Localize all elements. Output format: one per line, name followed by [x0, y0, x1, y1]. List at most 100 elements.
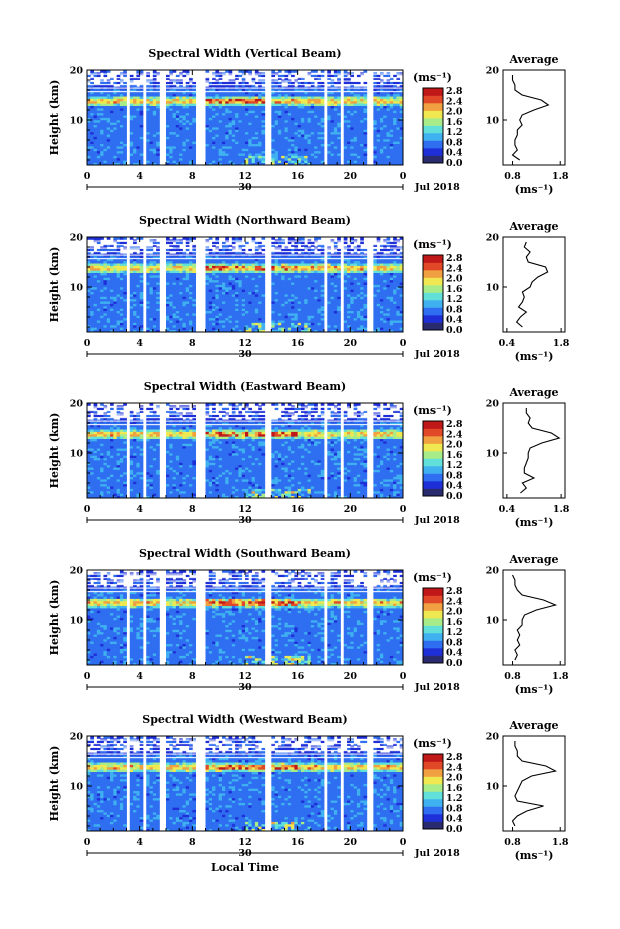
- colorbar-swatch: [423, 436, 443, 444]
- colorbar-unit-label: (ms⁻¹): [413, 404, 452, 417]
- colorbar-unit-label: (ms⁻¹): [413, 238, 452, 251]
- x-tick-label: 20: [344, 671, 358, 682]
- colorbar-swatch: [423, 633, 443, 641]
- average-title: Average: [508, 220, 558, 233]
- date-label: Jul 2018: [414, 349, 460, 360]
- x-tick-label: 12: [238, 837, 251, 848]
- colorbar-swatch: [423, 807, 443, 815]
- panel-4: Spectral Width (Southward Beam)2010Heigh…: [48, 547, 569, 696]
- colorbar-swatch: [423, 141, 443, 149]
- y-axis-label: Height (km): [48, 413, 61, 489]
- y-tick-label: 20: [70, 66, 84, 77]
- panel-2: Spectral Width (Northward Beam) 20 10 Heigh…: [48, 214, 570, 363]
- average-x-tick-label: 0.4: [499, 504, 516, 515]
- x-tick-label: 0: [400, 171, 407, 182]
- colorbar-unit-label: (ms⁻¹): [413, 571, 452, 584]
- average-y-tick-label: 10: [486, 782, 500, 793]
- x-tick-label: 20: [344, 504, 358, 515]
- y-tick-label: 10: [70, 449, 84, 460]
- colorbar-swatch: [423, 96, 443, 104]
- colorbar-swatch: [423, 300, 443, 308]
- colorbar-swatch: [423, 489, 443, 497]
- average-frame: [503, 70, 565, 165]
- colorbar-swatch: [423, 315, 443, 323]
- average-profile-line: [520, 408, 559, 493]
- average-x-tick-label: 0.8: [504, 171, 521, 182]
- average-y-tick-label: 20: [486, 66, 500, 77]
- x-tick-label: 16: [291, 504, 305, 515]
- colorbar-swatch: [423, 641, 443, 649]
- colorbar-swatch: [423, 784, 443, 792]
- heatmap-cells: [87, 237, 403, 332]
- colorbar-swatch: [423, 444, 443, 452]
- colorbar-swatch: [423, 466, 443, 474]
- colorbar-swatch: [423, 111, 443, 119]
- x-tick-label: 16: [291, 338, 305, 349]
- average-profile-line: [513, 741, 556, 826]
- colorbar-swatch: [423, 263, 443, 271]
- colorbar-swatch: [423, 596, 443, 604]
- colorbar-swatch: [423, 133, 443, 141]
- colorbar-swatch: [423, 156, 443, 164]
- average-frame: [503, 403, 565, 498]
- x-tick-label: 4: [136, 171, 143, 182]
- colorbar-tick-label: 0.0: [446, 658, 463, 669]
- colorbar-swatch: [423, 421, 443, 429]
- y-axis-label: Height (km): [48, 746, 61, 822]
- colorbar-swatch: [423, 799, 443, 807]
- colorbar-swatch: [423, 762, 443, 770]
- panel-3: Spectral Width (Eastward Beam)2010Height…: [48, 380, 570, 529]
- colorbar-unit-label: (ms⁻¹): [413, 71, 452, 84]
- colorbar-swatch: [423, 656, 443, 664]
- colorbar-swatch: [423, 603, 443, 611]
- date-label: Jul 2018: [414, 182, 460, 193]
- x-tick-label: 0: [84, 671, 91, 682]
- average-x-tick-label: 1.8: [553, 504, 570, 515]
- colorbar-swatch: [423, 618, 443, 626]
- date-label: Jul 2018: [414, 515, 460, 526]
- panel-5: Spectral Width (Westward Beam)2010Height…: [48, 713, 569, 874]
- colorbar-swatch: [423, 126, 443, 134]
- x-tick-label: 4: [136, 338, 143, 349]
- x-tick-label: 8: [189, 171, 196, 182]
- colorbar-tick-label: 0.0: [446, 325, 463, 336]
- average-profile-line: [513, 575, 556, 660]
- average-y-tick-label: 10: [486, 616, 500, 627]
- colorbar-swatch: [423, 777, 443, 785]
- x-tick-label: 0: [400, 504, 407, 515]
- x-tick-label: 0: [84, 171, 91, 182]
- heatmap-cells: [87, 570, 403, 665]
- day-label: 30: [238, 515, 252, 526]
- average-y-tick-label: 10: [486, 283, 500, 294]
- colorbar-swatch: [423, 814, 443, 822]
- average-y-tick-label: 20: [486, 732, 500, 743]
- day-label: 30: [238, 182, 252, 193]
- colorbar-swatch: [423, 88, 443, 96]
- colorbar-swatch: [423, 285, 443, 293]
- y-axis-label: Height (km): [48, 247, 61, 323]
- day-label: 30: [238, 848, 252, 859]
- colorbar: (ms⁻¹)2.82.42.01.61.20.80.40.0: [413, 737, 463, 835]
- x-tick-label: 0: [84, 338, 91, 349]
- colorbar-swatch: [423, 278, 443, 286]
- colorbar-swatch: [423, 118, 443, 126]
- average-y-tick-label: 20: [486, 566, 500, 577]
- average-x-tick-label: 1.8: [553, 338, 570, 349]
- colorbar-swatch: [423, 255, 443, 263]
- colorbar-swatch: [423, 474, 443, 482]
- average-x-tick-label: 1.8: [552, 837, 569, 848]
- colorbar: (ms⁻¹)2.82.42.01.61.20.80.40.0: [413, 571, 463, 669]
- average-x-tick-label: 0.4: [499, 338, 516, 349]
- x-tick-label: 12: [238, 338, 251, 349]
- average-y-tick-label: 20: [486, 399, 500, 410]
- x-tick-label: 8: [189, 671, 196, 682]
- y-axis-label: Height (km): [48, 80, 61, 156]
- average-x-label: (ms⁻¹): [515, 516, 554, 529]
- average-frame: [503, 736, 565, 831]
- y-tick-label: 20: [70, 233, 84, 244]
- y-tick-label: 10: [70, 283, 84, 294]
- date-label: Jul 2018: [414, 682, 460, 693]
- panel-title: Spectral Width (Northward Beam): [139, 214, 351, 227]
